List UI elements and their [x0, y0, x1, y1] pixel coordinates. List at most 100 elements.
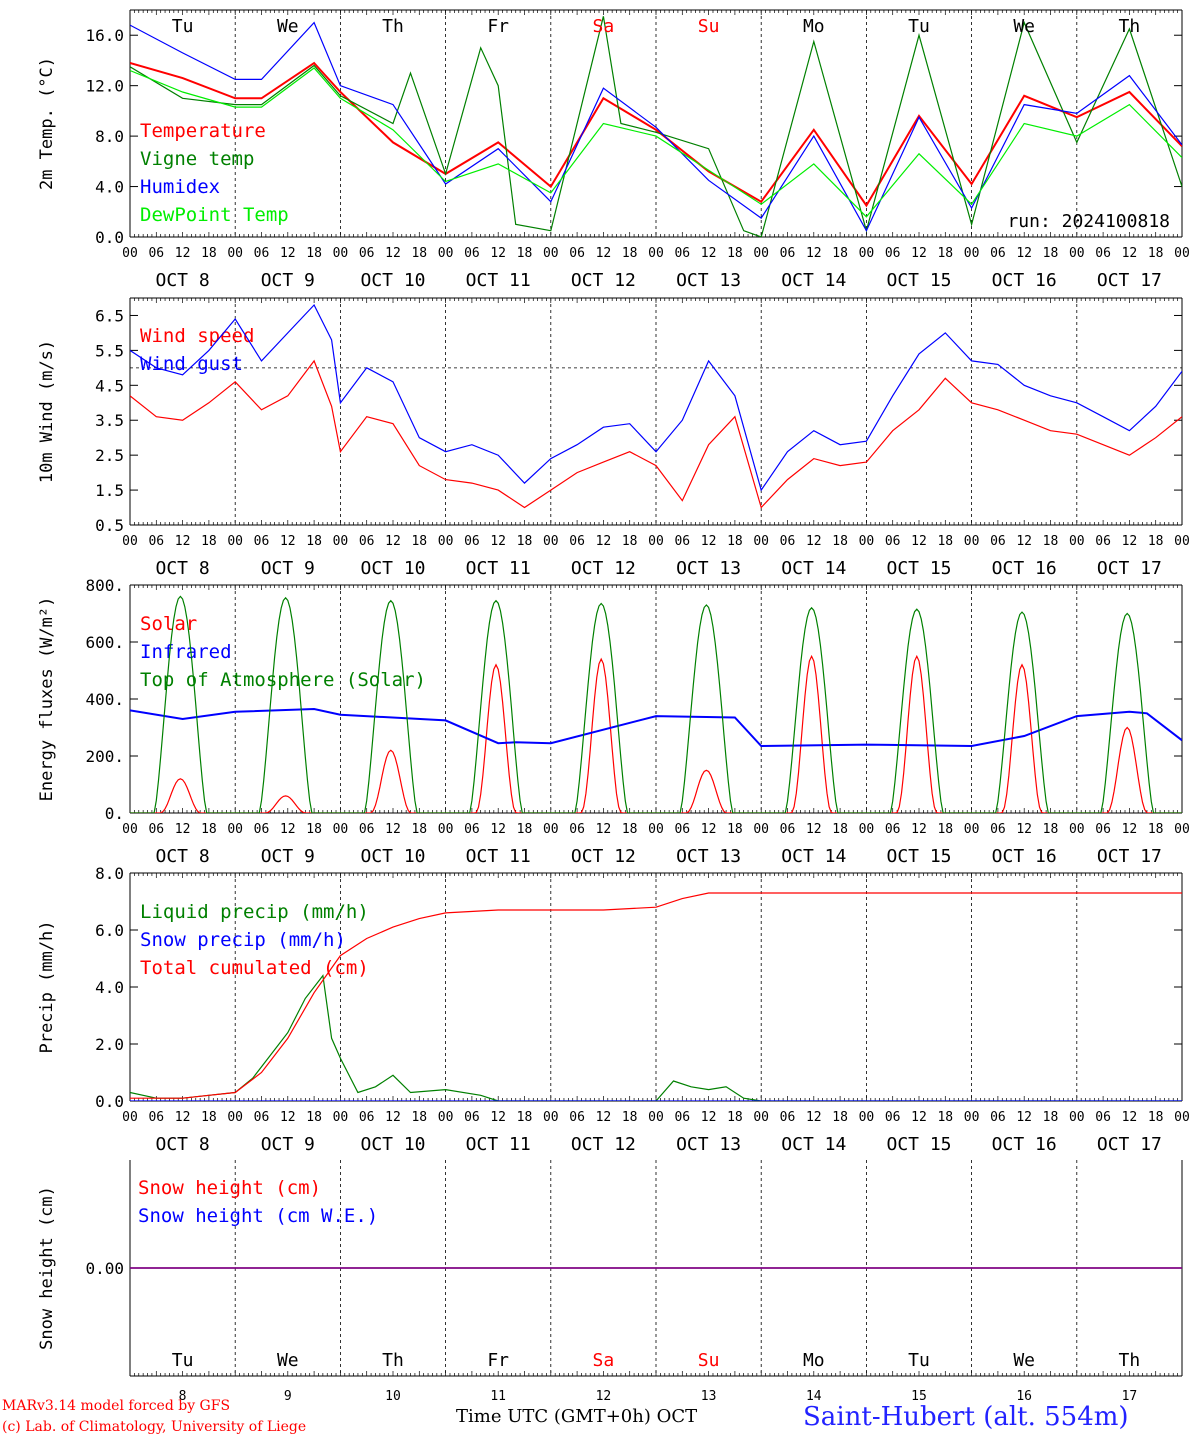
weekday-label: Mo — [803, 1350, 825, 1371]
x-hour-label: 18 — [201, 246, 217, 261]
panel-snow: 0.00 Snow height (cm) Snow height (cm) Snow… — [37, 1160, 1183, 1404]
x-hour-label: 06 — [990, 246, 1006, 261]
x-hour-label: 06 — [780, 1110, 796, 1125]
x-day-label: OCT 15 — [886, 1134, 951, 1155]
legend-entry: Total cumulated (cm) — [140, 957, 369, 979]
x-hour-label: 00 — [122, 534, 138, 549]
model-credit: MARv3.14 model forced by GFS — [2, 1398, 231, 1414]
x-hour-label: 00 — [753, 1110, 769, 1125]
x-day-number: 13 — [701, 1389, 717, 1404]
legend-entry: Snow height (cm W.E.) — [138, 1205, 378, 1227]
lab-credit: (c) Lab. of Climatology, University of L… — [2, 1419, 307, 1435]
x-day-label: OCT 12 — [571, 270, 636, 291]
x-hour-label: 18 — [517, 534, 533, 549]
x-hour-label: 06 — [1095, 822, 1111, 837]
x-hour-label: 06 — [780, 822, 796, 837]
legend-entry: Snow precip (mm/h) — [140, 929, 346, 951]
y-tick-label: 16.0 — [85, 26, 124, 45]
x-hour-label: 00 — [1069, 1110, 1085, 1125]
x-hour-label: 18 — [517, 1110, 533, 1125]
series-line-infrared — [130, 707, 1182, 748]
y-axis-label: Precip (mm/h) — [37, 920, 57, 1053]
x-hour-label: 06 — [885, 246, 901, 261]
x-hour-label: 12 — [911, 822, 927, 837]
y-axis-label: Energy fluxes (W/m²) — [37, 597, 57, 802]
x-day-label: OCT 17 — [1097, 558, 1162, 579]
x-hour-label: 18 — [1148, 246, 1164, 261]
x-hour-label: 12 — [1016, 534, 1032, 549]
x-hour-label: 00 — [543, 1110, 559, 1125]
x-hour-label: 12 — [1122, 1110, 1138, 1125]
x-day-number: 11 — [490, 1389, 506, 1404]
x-day-label: OCT 14 — [781, 846, 846, 867]
x-day-label: OCT 9 — [261, 270, 315, 291]
x-hour-label: 18 — [727, 822, 743, 837]
x-day-label: OCT 17 — [1097, 846, 1162, 867]
y-tick-label: 0.00 — [85, 1259, 124, 1278]
y-tick-label: 200. — [85, 747, 124, 766]
x-hour-label: 00 — [859, 822, 875, 837]
x-hour-label: 06 — [885, 822, 901, 837]
x-day-label: OCT 10 — [360, 270, 425, 291]
x-hour-label: 12 — [490, 534, 506, 549]
x-hour-label: 18 — [306, 822, 322, 837]
series-line-wind-speed — [130, 359, 1182, 509]
x-hour-label: 12 — [490, 1110, 506, 1125]
y-tick-label: 1.5 — [95, 481, 124, 500]
x-hour-label: 06 — [990, 822, 1006, 837]
y-tick-label: 12.0 — [85, 77, 124, 96]
x-hour-label: 06 — [1095, 246, 1111, 261]
x-day-label: OCT 10 — [360, 1134, 425, 1155]
panel-energy: 0. 200. 400. 600. 800. Energy fluxes (W/m²) So… — [37, 576, 1190, 867]
y-axis-label: 10m Wind (m/s) — [37, 340, 57, 483]
y-tick-label: 6.0 — [95, 921, 124, 940]
x-hour-label: 06 — [254, 246, 270, 261]
x-hour-label: 00 — [227, 534, 243, 549]
x-hour-label: 18 — [201, 1110, 217, 1125]
x-hour-label: 00 — [438, 1110, 454, 1125]
x-day-label: OCT 8 — [156, 558, 210, 579]
x-day-label: OCT 13 — [676, 846, 741, 867]
x-hour-label: 06 — [885, 534, 901, 549]
x-hour-label: 12 — [385, 246, 401, 261]
legend-entry: Temperature — [140, 120, 266, 142]
x-hour-label: 12 — [806, 246, 822, 261]
x-hour-label: 18 — [727, 534, 743, 549]
x-hour-label: 18 — [727, 1110, 743, 1125]
x-hour-label: 18 — [937, 1110, 953, 1125]
legend-entry: Snow height (cm) — [138, 1177, 321, 1199]
x-day-label: OCT 15 — [886, 270, 951, 291]
x-hour-label: 06 — [359, 1110, 375, 1125]
x-day-label: OCT 12 — [571, 1134, 636, 1155]
x-hour-label: 18 — [306, 246, 322, 261]
x-hour-label: 00 — [333, 534, 349, 549]
x-hour-label: 18 — [306, 1110, 322, 1125]
x-hour-label: 06 — [464, 822, 480, 837]
x-hour-label: 18 — [517, 246, 533, 261]
x-day-label: OCT 11 — [466, 1134, 531, 1155]
x-hour-label: 06 — [674, 1110, 690, 1125]
x-day-label: OCT 8 — [156, 846, 210, 867]
y-tick-label: 8.0 — [95, 127, 124, 146]
weekday-label: Tu — [172, 16, 194, 37]
y-tick-label: 0.5 — [95, 516, 124, 535]
x-day-label: OCT 11 — [466, 846, 531, 867]
x-day-label: OCT 17 — [1097, 270, 1162, 291]
series-line-total-cumulated-cm- — [130, 892, 1182, 1099]
y-tick-label: 0.0 — [95, 1092, 124, 1111]
x-hour-label: 00 — [648, 1110, 664, 1125]
x-hour-label: 00 — [543, 534, 559, 549]
x-hour-label: 18 — [1043, 822, 1059, 837]
legend-entry: Top of Atmosphere (Solar) — [140, 669, 426, 691]
x-hour-label: 12 — [175, 246, 191, 261]
x-hour-label: 00 — [859, 1110, 875, 1125]
x-hour-label: 18 — [622, 534, 638, 549]
x-hour-label: 00 — [227, 1110, 243, 1125]
x-hour-label: 18 — [411, 1110, 427, 1125]
x-hour-label: 06 — [148, 534, 164, 549]
x-hour-label: 00 — [964, 534, 980, 549]
x-day-number: 8 — [179, 1389, 187, 1404]
x-hour-label: 00 — [543, 822, 559, 837]
x-hour-label: 18 — [306, 534, 322, 549]
y-tick-label: 5.5 — [95, 341, 124, 360]
